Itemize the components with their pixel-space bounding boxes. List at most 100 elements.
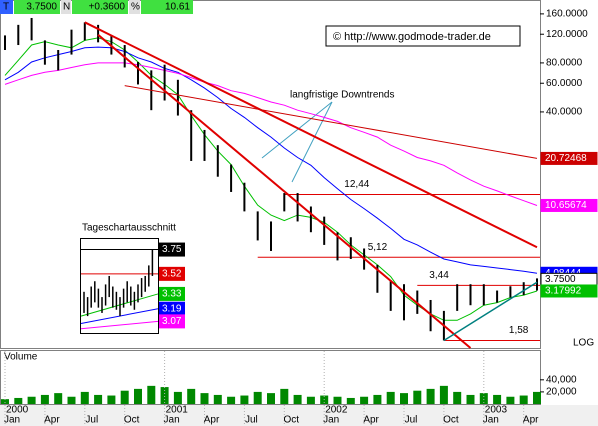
value-box-label: 3.17992 [545,286,582,297]
x-tick-label: Jul [405,415,418,426]
year-tick-label: 2003 [485,405,508,416]
volume-title: Volume [4,352,38,363]
volume-bar [280,388,289,404]
volume-bar [346,397,355,404]
year-tick-label: 2001 [166,405,189,416]
year-tick-label: 2002 [325,405,348,416]
y-tick-label: 160.0000 [546,9,588,20]
volume-bar [493,394,502,404]
volume-tick-label: 40,000 [546,374,577,385]
volume-bar [173,391,182,404]
volume-bar [187,388,196,404]
volume-bar [67,396,76,404]
y-tick-label: 40.0000 [546,107,583,118]
volume-bar [213,394,222,404]
volume-bar [413,390,422,404]
quote-change: +0.3600 [89,2,126,13]
quote-bar: T 3.7500 N +0.3600 % 10.61 [0,0,193,14]
volume-bar [14,397,23,404]
volume-bar [200,393,209,404]
log-note: LOG [573,338,594,349]
x-tick-label: Jan [483,415,499,426]
x-tick-label: Apr [523,415,539,426]
moving-average [4,62,538,206]
year-tick-label: 2000 [6,405,29,416]
inset-box-label: 3.19 [162,303,182,314]
price-panel [0,0,541,349]
annotation-pointer [291,101,333,183]
volume-bar [120,390,129,404]
volume-bar [306,396,315,404]
quote-pct: 10.61 [165,2,190,13]
x-tick-label: Oct [443,415,459,426]
inset-box-label: 3.33 [162,289,182,300]
volume-bar [54,393,63,404]
quote-pct-sign: % [131,2,140,13]
volume-bar [253,391,262,404]
value-box-label: 3.7500 [545,274,576,285]
annotation-pointer [261,101,333,159]
volume-bar [386,391,395,404]
copyright: © http://www.godmode-trader.de [333,31,491,43]
volume-bar [227,396,236,404]
trendline [97,34,472,349]
x-axis-band [0,405,598,426]
volume-bar [94,394,103,404]
inset-line [80,320,159,330]
quote-last: 3.7500 [26,2,57,13]
inset-box [159,314,185,329]
quote-n: N [63,2,70,13]
volume-bar [333,396,342,404]
x-tick-label: Jan [323,415,339,426]
trendline [443,281,538,342]
moving-average [4,37,538,321]
volume-bar [147,385,156,404]
x-tick-label: Jan [164,415,180,426]
volume-bar [293,394,302,404]
volume-bar [466,394,475,404]
quote-cell [141,0,193,14]
annotation: langfristige Downtrends [290,90,395,101]
inset-box-label: 3.75 [162,244,182,255]
volume-bar [519,395,528,404]
volume-bar [40,394,49,404]
quote-cell [14,0,60,14]
volume-bar [479,393,488,404]
y-tick-label: 80.0000 [546,58,583,69]
quote-cell [0,0,13,14]
inset-box [159,301,185,316]
volume-bar [1,399,9,404]
volume-bar [426,388,435,404]
volume-bar [160,387,169,404]
value-box [540,151,598,165]
inset-title: Tageschartausschnitt [82,223,176,234]
inset-box-label: 3.52 [162,268,182,279]
volume-bar [240,395,249,404]
inset-box [159,266,185,281]
volume-bar [134,388,142,404]
volume-bar [400,393,408,404]
volume-bar [506,396,515,404]
quote-cell [129,0,140,14]
level-label: 3,44 [429,270,449,281]
inset-box [159,242,185,257]
quote-cell [61,0,71,14]
value-box-label: 10.65674 [545,200,587,211]
inset-box [159,286,185,301]
copyright-box [325,25,521,47]
volume-panel [0,350,541,405]
volume-bar [373,394,382,404]
value-box [540,284,598,298]
level-label: 1,58 [509,325,529,336]
volume-bar [533,391,541,404]
value-box [540,198,598,212]
volume-tick-label: 20,000 [546,387,577,398]
inset-box-label: 3.07 [162,316,182,327]
inset-box [80,238,159,334]
x-tick-label: Apr [363,415,379,426]
x-tick-label: Jul [245,415,258,426]
quote-cell [72,0,128,14]
x-tick-label: Jan [4,415,20,426]
